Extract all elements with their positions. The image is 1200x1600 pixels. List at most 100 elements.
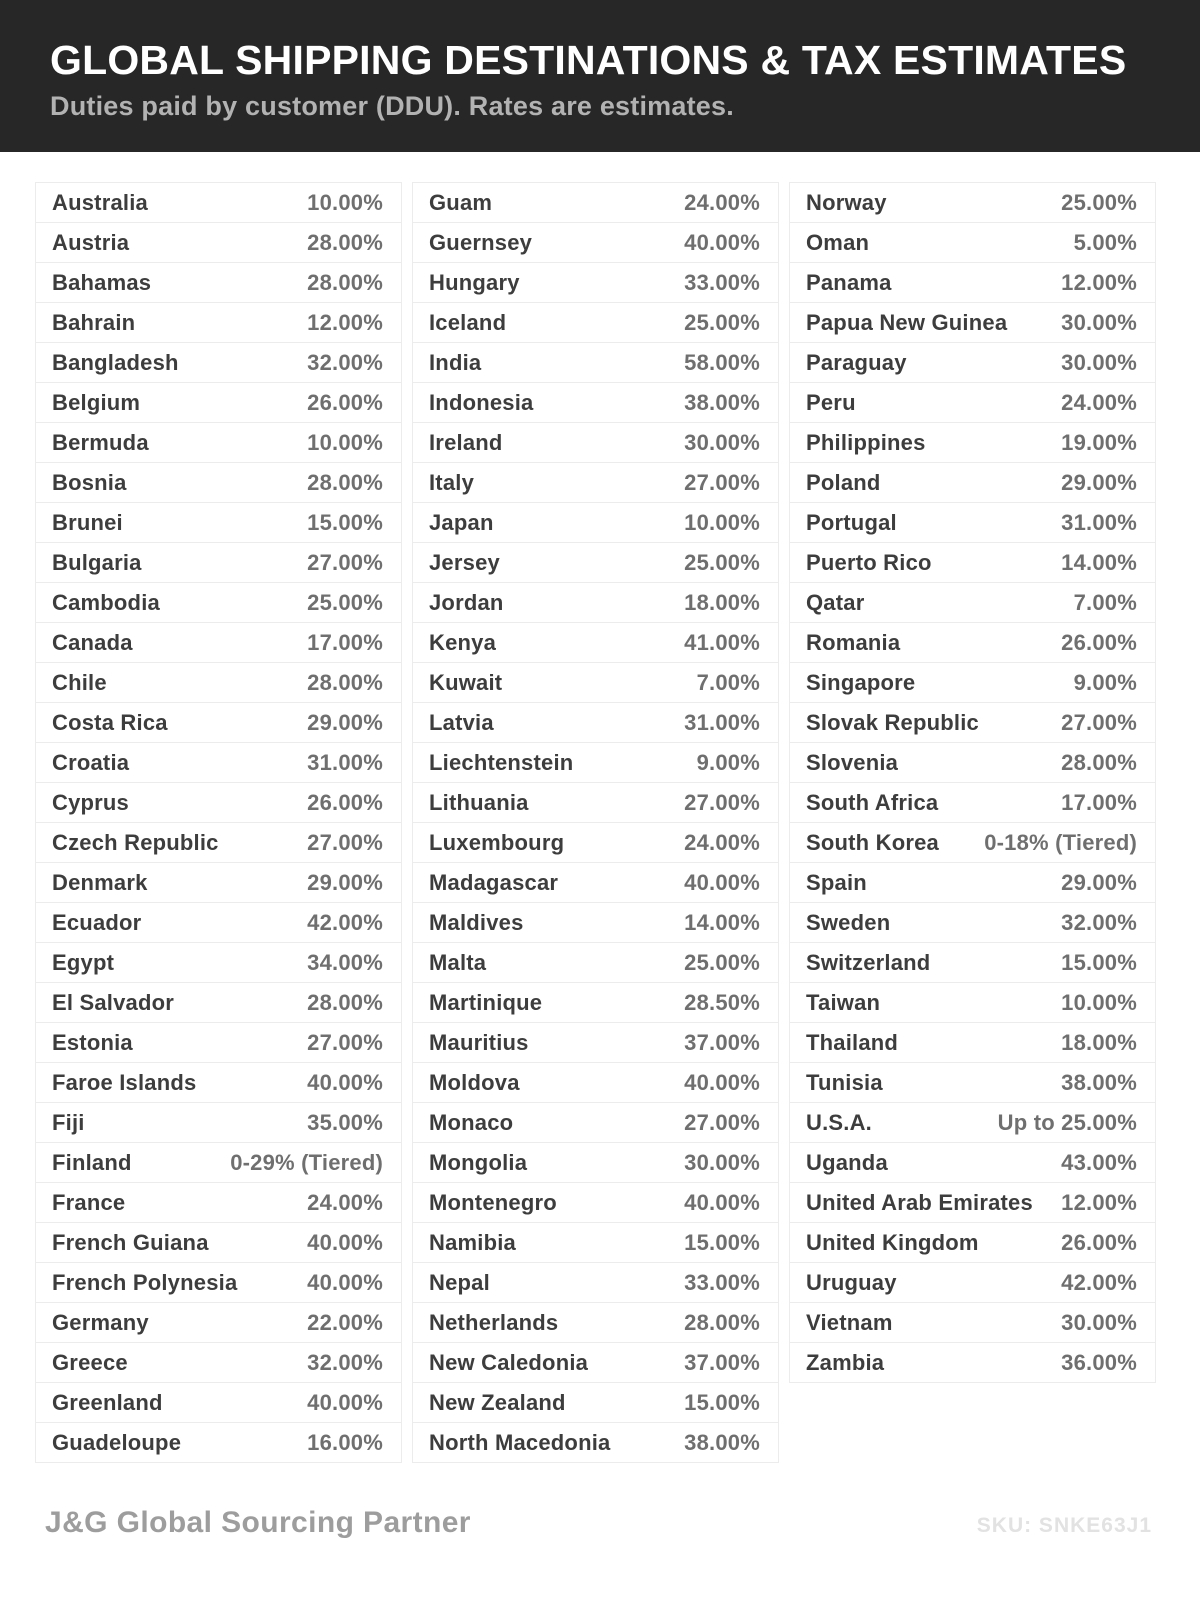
tax-rate: 29.00% bbox=[307, 709, 383, 735]
table-row: Faroe Islands 40.00% bbox=[35, 1063, 402, 1103]
table-row: Portugal 31.00% bbox=[789, 503, 1156, 543]
country-name: Maldives bbox=[429, 909, 524, 935]
country-name: Peru bbox=[806, 389, 856, 415]
country-name: Austria bbox=[52, 229, 130, 255]
table-row: Liechtenstein 9.00% bbox=[412, 743, 779, 783]
country-name: Spain bbox=[806, 869, 867, 895]
country-name: Puerto Rico bbox=[806, 549, 932, 575]
tax-rate: 31.00% bbox=[1061, 509, 1137, 535]
table-row: Monaco 27.00% bbox=[412, 1103, 779, 1143]
tax-rate: 12.00% bbox=[1061, 269, 1137, 295]
country-name: Greece bbox=[52, 1349, 128, 1375]
tax-rate: 19.00% bbox=[1061, 429, 1137, 455]
tax-rate: 27.00% bbox=[307, 549, 383, 575]
country-name: Egypt bbox=[52, 949, 115, 975]
country-name: Philippines bbox=[806, 429, 926, 455]
tax-rate: 42.00% bbox=[307, 909, 383, 935]
country-name: Norway bbox=[806, 189, 887, 215]
tax-rate: 28.00% bbox=[1061, 749, 1137, 775]
country-name: Cyprus bbox=[52, 789, 129, 815]
tax-rate: 40.00% bbox=[307, 1229, 383, 1255]
country-name: Switzerland bbox=[806, 949, 931, 975]
country-name: Italy bbox=[429, 469, 475, 495]
tax-rate: 30.00% bbox=[684, 429, 760, 455]
country-name: Finland bbox=[52, 1149, 132, 1175]
tax-rate: 18.00% bbox=[684, 589, 760, 615]
country-name: Bulgaria bbox=[52, 549, 142, 575]
tax-rate: 40.00% bbox=[684, 229, 760, 255]
country-name: North Macedonia bbox=[429, 1429, 611, 1455]
table-row: Switzerland 15.00% bbox=[789, 943, 1156, 983]
tax-rate: 27.00% bbox=[307, 1029, 383, 1055]
table-row: New Zealand 15.00% bbox=[412, 1383, 779, 1423]
page-subtitle: Duties paid by customer (DDU). Rates are… bbox=[50, 90, 734, 121]
table-row: Greenland 40.00% bbox=[35, 1383, 402, 1423]
table-row: French Guiana 40.00% bbox=[35, 1223, 402, 1263]
table-row: Ecuador 42.00% bbox=[35, 903, 402, 943]
table-row: Costa Rica 29.00% bbox=[35, 703, 402, 743]
tax-rate: 29.00% bbox=[307, 869, 383, 895]
table-row: United Arab Emirates 12.00% bbox=[789, 1183, 1156, 1223]
country-name: Hungary bbox=[429, 269, 520, 295]
country-name: Kenya bbox=[429, 629, 497, 655]
tax-rate: 33.00% bbox=[684, 1269, 760, 1295]
country-name: New Caledonia bbox=[429, 1349, 589, 1375]
tax-rate: 10.00% bbox=[307, 189, 383, 215]
country-name: Malta bbox=[429, 949, 487, 975]
tax-rate: 27.00% bbox=[684, 469, 760, 495]
table-row: Bosnia 28.00% bbox=[35, 463, 402, 503]
table-row: United Kingdom 26.00% bbox=[789, 1223, 1156, 1263]
header-banner: GLOBAL SHIPPING DESTINATIONS & TAX ESTIM… bbox=[0, 0, 1200, 152]
table-row: Czech Republic 27.00% bbox=[35, 823, 402, 863]
table-row: El Salvador 28.00% bbox=[35, 983, 402, 1023]
table-row: Guam 24.00% bbox=[412, 183, 779, 223]
tax-rate: 0-18% (Tiered) bbox=[984, 829, 1137, 855]
page-title: GLOBAL SHIPPING DESTINATIONS & TAX ESTIM… bbox=[50, 36, 1127, 83]
table-row: Indonesia 38.00% bbox=[412, 383, 779, 423]
table-row: U.S.A. Up to 25.00% bbox=[789, 1103, 1156, 1143]
country-name: Singapore bbox=[806, 669, 916, 695]
tax-rate: 25.00% bbox=[684, 549, 760, 575]
tax-rate: 25.00% bbox=[1061, 189, 1137, 215]
country-name: Brunei bbox=[52, 509, 123, 535]
country-name: Guadeloupe bbox=[52, 1429, 182, 1455]
country-name: Chile bbox=[52, 669, 107, 695]
country-name: Poland bbox=[806, 469, 881, 495]
country-name: Paraguay bbox=[806, 349, 907, 375]
table-row: Lithuania 27.00% bbox=[412, 783, 779, 823]
tax-rate: 5.00% bbox=[1073, 229, 1137, 255]
tax-rate: 10.00% bbox=[307, 429, 383, 455]
country-name: Netherlands bbox=[429, 1309, 559, 1335]
country-name: Denmark bbox=[52, 869, 148, 895]
tax-rate: 24.00% bbox=[684, 189, 760, 215]
tax-rate: 24.00% bbox=[307, 1189, 383, 1215]
country-name: Cambodia bbox=[52, 589, 160, 615]
tax-rate: 25.00% bbox=[307, 589, 383, 615]
table-row: Qatar 7.00% bbox=[789, 583, 1156, 623]
tax-rate: 28.00% bbox=[684, 1309, 760, 1335]
table-row: Namibia 15.00% bbox=[412, 1223, 779, 1263]
country-name: Namibia bbox=[429, 1229, 516, 1255]
tax-rate: 15.00% bbox=[684, 1389, 760, 1415]
tax-rate: 27.00% bbox=[1061, 709, 1137, 735]
table-row: Montenegro 40.00% bbox=[412, 1183, 779, 1223]
tax-rate: 17.00% bbox=[307, 629, 383, 655]
table-row: Egypt 34.00% bbox=[35, 943, 402, 983]
country-name: Zambia bbox=[806, 1349, 885, 1375]
tax-rate: 17.00% bbox=[1061, 789, 1137, 815]
table-row: Jersey 25.00% bbox=[412, 543, 779, 583]
table-row: Uganda 43.00% bbox=[789, 1143, 1156, 1183]
tax-rate: 24.00% bbox=[684, 829, 760, 855]
table-row: Cyprus 26.00% bbox=[35, 783, 402, 823]
footer: J&G Global Sourcing Partner SKU: SNKE63J… bbox=[45, 1506, 1152, 1540]
country-name: Uruguay bbox=[806, 1269, 897, 1295]
tax-rate: 27.00% bbox=[307, 829, 383, 855]
table-row: South Africa 17.00% bbox=[789, 783, 1156, 823]
country-name: Tunisia bbox=[806, 1069, 883, 1095]
table-row: Sweden 32.00% bbox=[789, 903, 1156, 943]
country-name: Madagascar bbox=[429, 869, 559, 895]
country-name: Jordan bbox=[429, 589, 504, 615]
country-name: Croatia bbox=[52, 749, 130, 775]
country-name: Jersey bbox=[429, 549, 500, 575]
country-name: Montenegro bbox=[429, 1189, 557, 1215]
